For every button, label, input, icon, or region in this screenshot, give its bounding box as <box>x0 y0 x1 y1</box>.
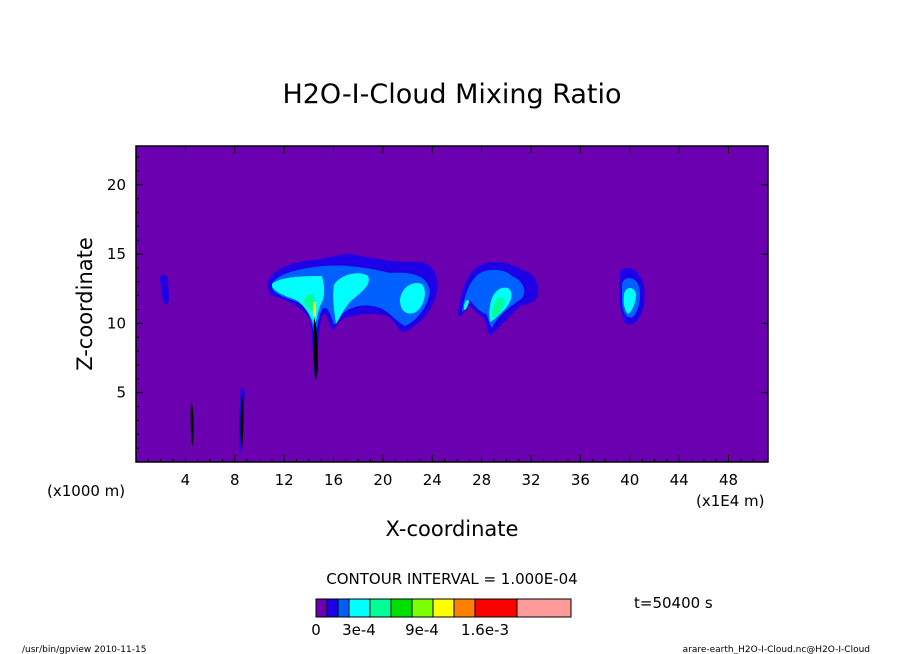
contour-main-yellow-core <box>313 302 316 316</box>
colorbar-swatch <box>474 598 518 618</box>
x-tick-label: 48 <box>719 471 738 489</box>
x-unit-right: (x1E4 m) <box>696 492 765 510</box>
colorbar-swatch <box>348 598 371 618</box>
footer-right: arare-earth_H2O-I-Cloud.nc@H2O-I-Cloud <box>683 645 870 654</box>
contour-right2-cyan <box>623 288 636 314</box>
x-tick-label: 20 <box>373 471 392 489</box>
colorbar-swatch <box>369 598 392 618</box>
colorbar-label: 3e-4 <box>342 621 376 639</box>
colorbar <box>315 598 572 618</box>
x-tick-label: 36 <box>571 471 590 489</box>
x-tick-label: 28 <box>472 471 491 489</box>
x-tick-label: 16 <box>324 471 343 489</box>
colorbar-swatch <box>516 598 572 618</box>
x-tick-label: 24 <box>423 471 442 489</box>
x-tick-label: 4 <box>181 471 191 489</box>
chart-title: H2O-I-Cloud Mixing Ratio <box>282 79 621 110</box>
x-tick-label: 32 <box>521 471 540 489</box>
plot-frame <box>135 145 769 463</box>
contour-right1-green <box>492 296 505 318</box>
contour-right1-left-filament <box>464 299 469 310</box>
y-tick-label: 20 <box>107 176 126 194</box>
y-tick-label: 10 <box>107 314 126 332</box>
colorbar-swatch <box>432 598 455 618</box>
contour-fills <box>160 253 645 454</box>
contour-main-cyan-mid <box>333 273 369 324</box>
axis-ticks <box>136 146 768 462</box>
colorbar-swatch <box>315 598 328 618</box>
y-tick-label: 15 <box>107 245 126 263</box>
time-label: t=50400 s <box>634 594 713 612</box>
y-tick-label: 5 <box>116 384 126 402</box>
colorbar-swatch <box>326 598 339 618</box>
colorbar-swatch <box>453 598 476 618</box>
colorbar-label: 0 <box>311 621 321 639</box>
colorbar-swatch <box>390 598 413 618</box>
x-tick-label: 40 <box>620 471 639 489</box>
contour-main-stem <box>313 318 318 379</box>
contour-low-streak-2 <box>240 396 244 450</box>
contour-main-cyan-right <box>400 282 425 314</box>
colorbar-swatch <box>411 598 434 618</box>
y-axis-label: Z-coordinate <box>73 237 97 371</box>
x-tick-label: 8 <box>230 471 240 489</box>
footer-left: /usr/bin/gpview 2010-11-15 <box>22 645 146 654</box>
x-unit-left: (x1000 m) <box>47 482 125 500</box>
colorbar-label: 1.6e-3 <box>461 621 509 639</box>
x-tick-label: 44 <box>670 471 689 489</box>
plot-background <box>136 146 768 462</box>
colorbar-labels: 0 3e-4 9e-4 1.6e-3 <box>311 621 509 639</box>
contour-main-cyan-left <box>272 276 325 330</box>
contour-main-green <box>304 293 315 312</box>
contour-low-streak-1 <box>190 402 194 446</box>
x-axis-label: X-coordinate <box>386 517 519 541</box>
colorbar-label: 9e-4 <box>405 621 439 639</box>
x-tick-label: 12 <box>275 471 294 489</box>
plot-area <box>135 145 769 463</box>
contour-left-column <box>160 274 169 305</box>
colorbar-swatch <box>337 598 350 618</box>
contour-interval: CONTOUR INTERVAL = 1.000E-04 <box>326 570 577 588</box>
